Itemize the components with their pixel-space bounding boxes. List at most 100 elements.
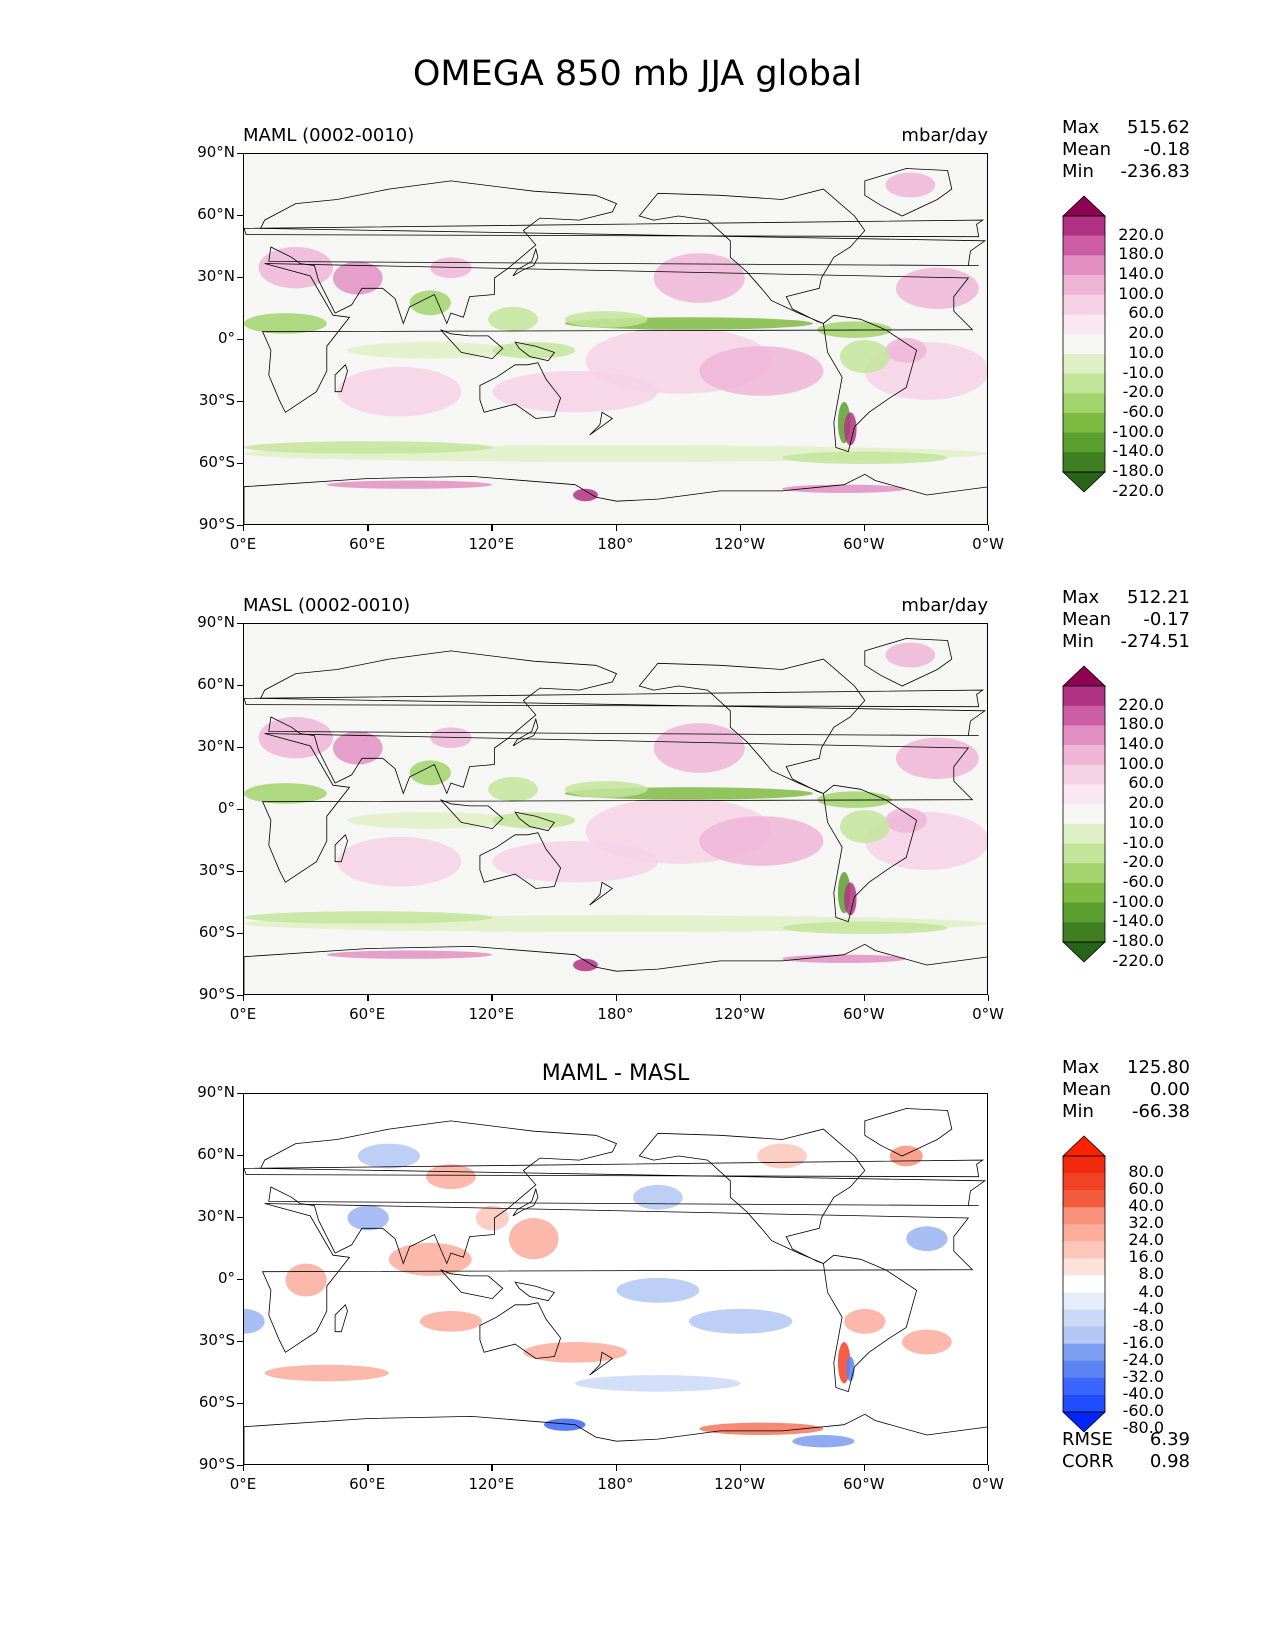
colorbar-extend-max bbox=[1062, 665, 1106, 687]
colorbar-bin bbox=[1063, 452, 1105, 473]
y-tick-mark bbox=[237, 623, 243, 625]
field-contour bbox=[564, 781, 648, 798]
colorbar-level-label: 140.0 bbox=[1118, 264, 1164, 284]
field-contour bbox=[326, 480, 493, 489]
colorbar-bin bbox=[1063, 393, 1105, 414]
colorbar bbox=[1062, 1135, 1106, 1433]
colorbar-level-label: -140.0 bbox=[1112, 441, 1164, 461]
colorbar-level-label: 8.0 bbox=[1138, 1264, 1164, 1284]
x-tick-mark bbox=[739, 995, 742, 1001]
y-tick-mark bbox=[237, 1217, 243, 1219]
coastline bbox=[244, 1159, 985, 1178]
field-contour bbox=[326, 950, 493, 959]
coastline bbox=[512, 717, 539, 747]
field-contour bbox=[347, 812, 514, 829]
stat-min-value: -66.38 bbox=[1131, 1101, 1190, 1122]
colorbar-level-label: -140.0 bbox=[1112, 911, 1164, 931]
panel-title: MAML (0002-0010) bbox=[243, 125, 415, 146]
y-tick-mark bbox=[237, 525, 243, 527]
x-tick-label: 120°E bbox=[468, 1005, 515, 1023]
x-tick-label: 120°W bbox=[714, 1005, 766, 1023]
x-tick-mark bbox=[988, 1465, 990, 1471]
x-tick-label: 60°W bbox=[843, 535, 885, 553]
stat-min-value: -274.51 bbox=[1120, 631, 1190, 652]
field-contour bbox=[792, 1435, 855, 1448]
y-tick-label: 90°N bbox=[197, 613, 235, 631]
stat-min-label: Min bbox=[1062, 161, 1094, 182]
colorbar-bin bbox=[1063, 1258, 1105, 1276]
coastline bbox=[261, 1203, 974, 1353]
panel-title: MAML - MASL bbox=[541, 1061, 690, 1086]
field-contour bbox=[885, 337, 927, 363]
stat-min: Min -66.38 bbox=[1062, 1101, 1190, 1122]
field-contour bbox=[492, 841, 658, 883]
coastline bbox=[244, 1413, 987, 1464]
field-contour bbox=[357, 1143, 420, 1169]
colorbar-bin bbox=[1063, 745, 1105, 766]
colorbar-bin bbox=[1063, 1377, 1105, 1396]
y-tick-label: 90°N bbox=[197, 1083, 235, 1101]
y-tick-label: 60°S bbox=[198, 1393, 235, 1411]
x-tick-label: 180° bbox=[597, 1475, 634, 1493]
colorbar-extend-max bbox=[1062, 195, 1106, 217]
stat-max: Max 515.62 bbox=[1062, 117, 1190, 138]
colorbar-level-label: 140.0 bbox=[1118, 734, 1164, 754]
field-contour bbox=[699, 1422, 824, 1435]
colorbar-level-label: -180.0 bbox=[1112, 931, 1164, 950]
coastline bbox=[440, 1269, 504, 1300]
field-contour bbox=[347, 1205, 389, 1231]
colorbar-level-label: 20.0 bbox=[1128, 793, 1164, 813]
colorbar-bin bbox=[1063, 784, 1105, 805]
field-contour bbox=[409, 760, 451, 786]
colorbar-bin bbox=[1063, 432, 1105, 453]
field-contour bbox=[633, 1184, 683, 1210]
colorbar-outline bbox=[1062, 1155, 1106, 1413]
stat-mean-value: -0.17 bbox=[1143, 609, 1190, 630]
x-tick-label: 120°W bbox=[714, 535, 766, 553]
field-contour bbox=[844, 1308, 886, 1334]
field-contour bbox=[488, 776, 538, 802]
colorbar-level-label: -60.0 bbox=[1122, 401, 1164, 421]
colorbar-level-label: 60.0 bbox=[1128, 1179, 1164, 1199]
map-frame bbox=[243, 623, 988, 995]
colorbar-bin bbox=[1063, 1326, 1105, 1345]
colorbar-level-label: -220.0 bbox=[1112, 480, 1164, 500]
stat-min: Min -274.51 bbox=[1062, 631, 1190, 652]
y-tick-mark bbox=[237, 809, 243, 811]
x-tick-label: 0°E bbox=[229, 1005, 257, 1023]
y-tick-mark bbox=[237, 463, 243, 465]
coastline bbox=[864, 168, 953, 217]
metric-corr: CORR 0.98 bbox=[1062, 1451, 1190, 1472]
colorbar-level-label: 10.0 bbox=[1128, 812, 1164, 832]
field-contour bbox=[573, 488, 598, 502]
colorbar-bin bbox=[1063, 1224, 1105, 1242]
y-tick-mark bbox=[237, 1341, 243, 1343]
panel-units: mbar/day bbox=[901, 595, 988, 616]
stat-mean: Mean -0.17 bbox=[1062, 609, 1190, 630]
stat-mean-label: Mean bbox=[1062, 139, 1112, 160]
field-contour bbox=[508, 1218, 559, 1260]
colorbar-bin bbox=[1063, 705, 1105, 726]
x-tick-mark bbox=[739, 525, 742, 531]
x-tick-label: 0°E bbox=[229, 535, 257, 553]
field-contour bbox=[285, 1263, 327, 1297]
coastline bbox=[512, 1187, 539, 1217]
y-tick-mark bbox=[237, 215, 243, 217]
colorbar-level-label: 40.0 bbox=[1128, 1196, 1164, 1216]
field-contour bbox=[885, 172, 936, 198]
metric-corr-label: CORR bbox=[1062, 1451, 1114, 1472]
colorbar-level-label: -100.0 bbox=[1112, 891, 1164, 911]
colorbar-level-label: 100.0 bbox=[1118, 753, 1164, 773]
stat-mean-value: -0.18 bbox=[1143, 139, 1190, 160]
field-contour bbox=[902, 1329, 952, 1355]
coastline bbox=[638, 1128, 866, 1264]
y-tick-label: 90°S bbox=[198, 515, 235, 533]
colorbar-level-label: 220.0 bbox=[1118, 694, 1164, 714]
coastline bbox=[589, 881, 614, 906]
coastline bbox=[440, 799, 504, 830]
x-tick-mark bbox=[243, 525, 245, 531]
colorbar-level-label: -40.0 bbox=[1122, 1383, 1164, 1403]
colorbar-level-label: -16.0 bbox=[1122, 1332, 1164, 1352]
field-contour bbox=[840, 340, 890, 374]
colorbar-level-label: -32.0 bbox=[1122, 1366, 1164, 1386]
